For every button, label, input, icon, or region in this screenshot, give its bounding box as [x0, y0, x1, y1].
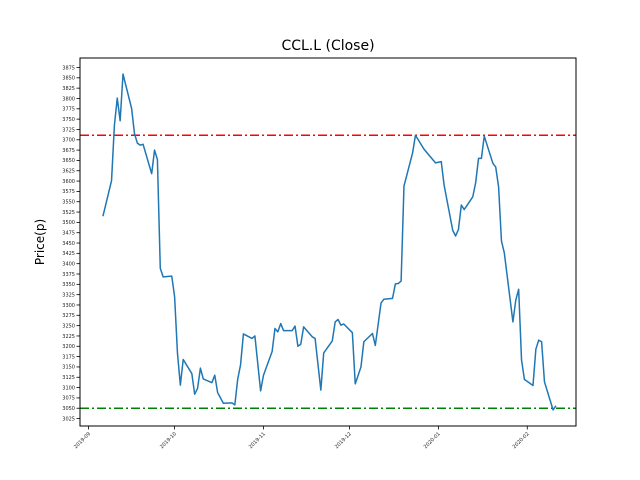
y-tick-label: 3250	[62, 323, 75, 329]
y-tick-label: 3700	[62, 138, 75, 144]
y-tick-label: 3500	[62, 220, 75, 226]
y-tick-label: 3025	[62, 416, 75, 422]
y-tick-label: 3275	[62, 313, 75, 319]
y-tick-label: 3575	[62, 189, 75, 195]
y-tick-label: 3450	[62, 241, 75, 247]
y-tick-label: 3125	[62, 375, 75, 381]
y-tick-label: 3675	[62, 148, 75, 154]
y-tick-label: 3825	[62, 86, 75, 92]
y-tick-label: 3150	[62, 365, 75, 371]
y-tick-label: 3875	[62, 65, 75, 71]
y-tick-label: 3750	[62, 117, 75, 123]
y-tick-label: 3650	[62, 158, 75, 164]
y-tick-label: 3100	[62, 385, 75, 391]
series-close-line	[102, 73, 557, 411]
y-tick-label: 3325	[62, 292, 75, 298]
y-tick-label: 3850	[62, 76, 75, 82]
y-tick-label: 3525	[62, 210, 75, 216]
y-tick-label: 3350	[62, 282, 75, 288]
y-tick-label: 3300	[62, 303, 75, 309]
plot-frame	[79, 57, 577, 427]
y-axis-ticks: 3025 3050 3075 3100 3125 3150 3175 3200 3225 3250…	[62, 65, 80, 422]
series-layer	[102, 73, 557, 411]
y-tick-label: 3625	[62, 169, 75, 175]
y-tick-label: 3800	[62, 96, 75, 102]
reference-lines	[80, 134, 576, 409]
y-tick-label: 3375	[62, 272, 75, 278]
y-tick-label: 3050	[62, 406, 75, 412]
y-tick-label: 3400	[62, 261, 75, 267]
y-tick-label: 3475	[62, 231, 75, 237]
y-axis-label: Price(p)	[33, 219, 47, 265]
y-tick-label: 3200	[62, 344, 75, 350]
y-tick-label: 3075	[62, 396, 75, 402]
y-tick-label: 3550	[62, 200, 75, 206]
chart-title: CCL.L (Close)	[281, 38, 374, 54]
y-tick-label: 3225	[62, 334, 75, 340]
y-tick-label: 3600	[62, 179, 75, 185]
y-tick-label: 3425	[62, 251, 75, 257]
y-tick-label: 3725	[62, 127, 75, 133]
y-tick-label: 3775	[62, 107, 75, 113]
y-tick-label: 3175	[62, 354, 75, 360]
